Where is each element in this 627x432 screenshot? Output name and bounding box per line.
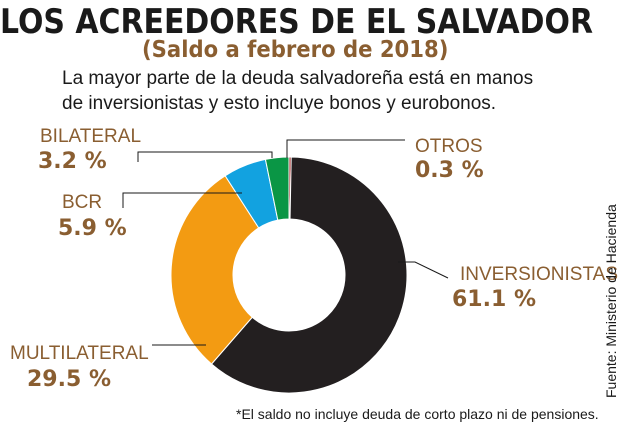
source-credit: Fuente: Ministerio de Hacienda xyxy=(603,204,619,398)
chart-subtitle: (Saldo a febrero de 2018) xyxy=(142,37,449,63)
leader-line-inversionistas xyxy=(398,261,449,279)
leader-line-bcr xyxy=(122,192,242,208)
label-multilateral-name: MULTILATERAL xyxy=(10,343,149,364)
label-bcr-value: 5.9 % xyxy=(58,216,127,241)
label-otros-value: 0.3 % xyxy=(415,158,484,183)
label-inversionistas-value: 61.1 % xyxy=(452,287,536,312)
label-bilateral-name: BILATERAL xyxy=(40,126,142,147)
footnote: *El saldo no incluye deuda de corto plaz… xyxy=(236,406,599,422)
label-bilateral-value: 3.2 % xyxy=(38,149,107,174)
leader-line-bilateral xyxy=(137,151,273,162)
label-bcr-name: BCR xyxy=(62,192,103,213)
label-inversionistas-name: INVERSIONISTAS xyxy=(460,264,619,285)
slice-inversionistas xyxy=(210,156,408,394)
label-multilateral-value: 29.5 % xyxy=(27,367,111,392)
intro-line-2: de inversionistas y esto incluye bonos y… xyxy=(62,93,497,114)
intro-text: La mayor parte de la deuda salvadoreña e… xyxy=(62,66,582,116)
slice-bilateral xyxy=(264,156,290,221)
slice-multilateral xyxy=(170,175,260,365)
intro-line-1: La mayor parte de la deuda salvadoreña e… xyxy=(62,68,534,89)
label-otros-name: OTROS xyxy=(415,136,483,157)
leader-line-otros xyxy=(286,139,405,158)
chart-title: LOS ACREEDORES DE EL SALVADOR xyxy=(0,2,593,42)
